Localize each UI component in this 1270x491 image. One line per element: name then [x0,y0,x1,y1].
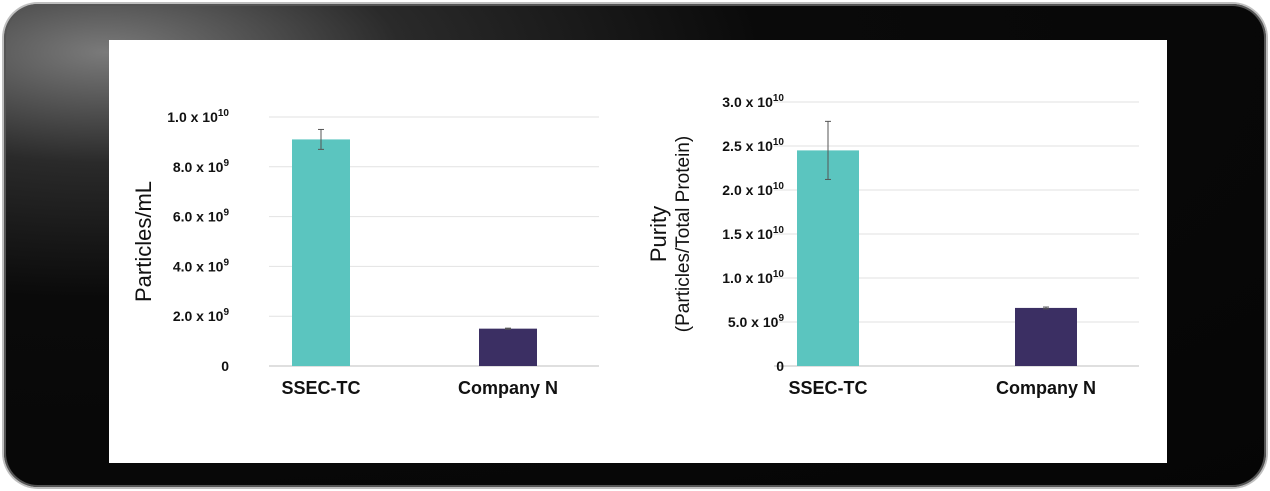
y-tick-label: 2.0 x 109 [173,307,230,324]
category-label: SSEC-TC [281,378,360,398]
bar-ssec-tc [292,139,350,366]
y-tick-label: 8.0 x 109 [173,158,230,175]
category-label: SSEC-TC [788,378,867,398]
y-tick-label: 0 [776,358,784,374]
y-tick-label: 3.0 x 1010 [722,93,784,110]
y-axis-label-secondary: (Particles/Total Protein) [673,136,694,332]
y-axis-label: Purity [646,206,671,262]
y-tick-label: 0 [221,358,229,374]
y-tick-label: 2.0 x 1010 [722,181,784,198]
chart-1: 0 2.0 x 109 4.0 x 109 6.0 x 109 8.0 x 109 1.0… [131,108,599,398]
y-tick-label: 1.0 x 1010 [167,108,229,125]
chart-screen: 0 2.0 x 109 4.0 x 109 6.0 x 109 8.0 x 109 1.0… [109,40,1167,463]
y-tick-label: 1.5 x 1010 [722,225,784,242]
y-tick-label: 4.0 x 109 [173,257,230,274]
category-label: Company N [996,378,1096,398]
y-axis-label: Particles/mL [131,181,156,302]
chart-2: 0 5.0 x 109 1.0 x 1010 1.5 x 1010 2.0 x 1010… [646,93,1139,398]
charts-canvas: 0 2.0 x 109 4.0 x 109 6.0 x 109 8.0 x 109 1.0… [131,93,1139,398]
category-label: Company N [458,378,558,398]
bar-company-n [1015,307,1077,366]
y-tick-label: 5.0 x 109 [728,313,785,330]
tablet-frame: 0 2.0 x 109 4.0 x 109 6.0 x 109 8.0 x 109 1.0… [4,4,1266,487]
y-tick-label: 1.0 x 1010 [722,269,784,286]
bar-ssec-tc [797,150,859,366]
bar-company-n [479,328,537,366]
y-tick-label: 6.0 x 109 [173,208,230,225]
y-tick-label: 2.5 x 1010 [722,137,784,154]
